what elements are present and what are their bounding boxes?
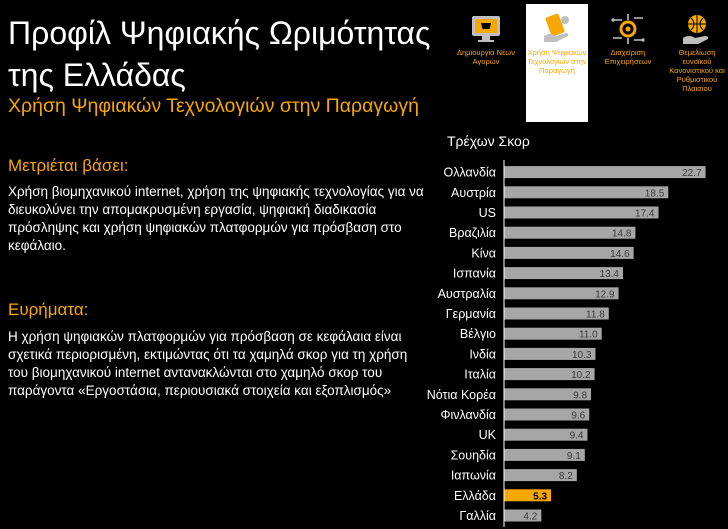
bar <box>504 428 588 441</box>
findings-text: Η χρήση ψηφιακών πλατφορμών για πρόσβαση… <box>8 329 408 398</box>
category-label: Ολλανδία <box>444 166 496 180</box>
bar <box>504 307 609 320</box>
hand-device-icon <box>544 13 569 42</box>
bar <box>504 368 595 381</box>
pillar-nav: Δημιουργία Νέων Αγορών Χρήση Ψηφιακών Τε… <box>455 4 728 122</box>
findings-heading: Ευρήματα: <box>8 300 89 319</box>
value-label: 4.2 <box>523 512 537 523</box>
category-label: Αυστρία <box>451 186 496 200</box>
bar <box>504 388 592 401</box>
page-title-line-2: της Ελλάδας <box>8 57 186 93</box>
nav-item-label: Διαχείριση Επιχειρήσεων <box>604 48 652 66</box>
nav-item-regulatory-framework[interactable]: Θεμελίωση ευνοϊκού Κανονιστικού και Ρυθμ… <box>666 4 728 122</box>
bar <box>504 246 634 259</box>
page-title-line-1: Προφίλ Ψηφιακής Ωριμότητας <box>8 15 431 51</box>
category-label: Ισπανία <box>453 267 496 281</box>
circuit-gear-icon <box>611 14 645 44</box>
bar <box>504 166 706 179</box>
value-label: 18.5 <box>645 188 665 199</box>
page-subtitle: Χρήση Ψηφιακών Τεχνολογιών στην Παραγωγή <box>8 95 419 117</box>
value-label: 14.6 <box>610 249 630 260</box>
nav-item-digital-production[interactable]: Χρήση Ψηφιακών Τεχνολογιών στην Παραγωγή <box>526 4 588 122</box>
category-label: Ελλάδα <box>454 489 496 503</box>
category-label: Κίνα <box>471 246 496 260</box>
bar <box>504 469 577 482</box>
page-title: Προφίλ Ψηφιακής Ωριμότητας της Ελλάδας <box>8 12 448 96</box>
hand-globe-icon <box>683 15 709 44</box>
value-label: 11.8 <box>586 310 605 321</box>
bar <box>504 186 669 199</box>
bar <box>504 206 659 219</box>
category-label: US <box>479 206 496 220</box>
value-label: 22.7 <box>682 168 702 179</box>
bar <box>504 327 602 340</box>
category-label: Γερμανία <box>446 307 496 321</box>
nav-item-label: Χρήση Ψηφιακών Τεχνολογιών στην Παραγωγή <box>527 48 587 75</box>
value-label: 11.0 <box>579 330 598 341</box>
category-label: Ιαπωνία <box>451 469 496 483</box>
value-label: 9.8 <box>573 390 587 401</box>
chart-title: Τρέχων Σκορ <box>447 133 530 149</box>
category-label: UK <box>479 428 497 442</box>
nav-item-new-markets[interactable]: Δημιουργία Νέων Αγορών <box>455 4 517 122</box>
bar <box>504 509 542 522</box>
category-label: Φινλανδία <box>441 408 497 422</box>
bar <box>504 448 585 461</box>
category-label: Γαλλία <box>459 509 496 523</box>
value-label: 5.3 <box>533 491 547 502</box>
score-bar-chart: Ολλανδία 22.7 Αυστρία 18.5 US 17.4 Βραζιλία 14.… <box>427 160 706 527</box>
bar <box>504 489 552 502</box>
value-label: 9.6 <box>571 411 585 422</box>
value-label: 14.8 <box>612 229 632 240</box>
measured-text: Χρήση βιομηχανικού internet, χρήση της ψ… <box>8 184 424 253</box>
value-label: 8.2 <box>559 471 573 482</box>
measured-heading: Μετριέται βάσει: <box>8 156 129 175</box>
value-label: 17.4 <box>635 209 655 220</box>
category-label: Αυστραλία <box>438 287 496 301</box>
value-label: 10.2 <box>571 370 591 381</box>
value-label: 9.1 <box>567 451 581 462</box>
bar <box>504 408 590 421</box>
bar <box>504 226 636 239</box>
cart-screen-icon <box>472 16 500 42</box>
bar <box>504 347 596 360</box>
bar <box>504 267 623 280</box>
category-label: Βραζιλία <box>449 226 496 240</box>
value-label: 9.4 <box>570 431 584 442</box>
category-label: Ινδία <box>469 347 496 361</box>
bar <box>504 287 619 300</box>
value-label: 13.4 <box>600 269 620 280</box>
category-label: Βέλγιο <box>460 327 496 341</box>
value-label: 12.9 <box>595 289 615 300</box>
nav-item-label: Δημιουργία Νέων Αγορών <box>457 48 515 66</box>
value-label: 10.3 <box>572 350 592 361</box>
nav-item-business-management[interactable]: Διαχείριση Επιχειρήσεων <box>597 4 659 122</box>
category-label: Νότια Κορέα <box>427 388 496 402</box>
category-label: Σουηδία <box>451 448 496 462</box>
nav-item-label: Θεμελίωση ευνοϊκού Κανονιστικού και Ρυθμ… <box>669 48 725 93</box>
category-label: Ιταλία <box>464 368 496 382</box>
